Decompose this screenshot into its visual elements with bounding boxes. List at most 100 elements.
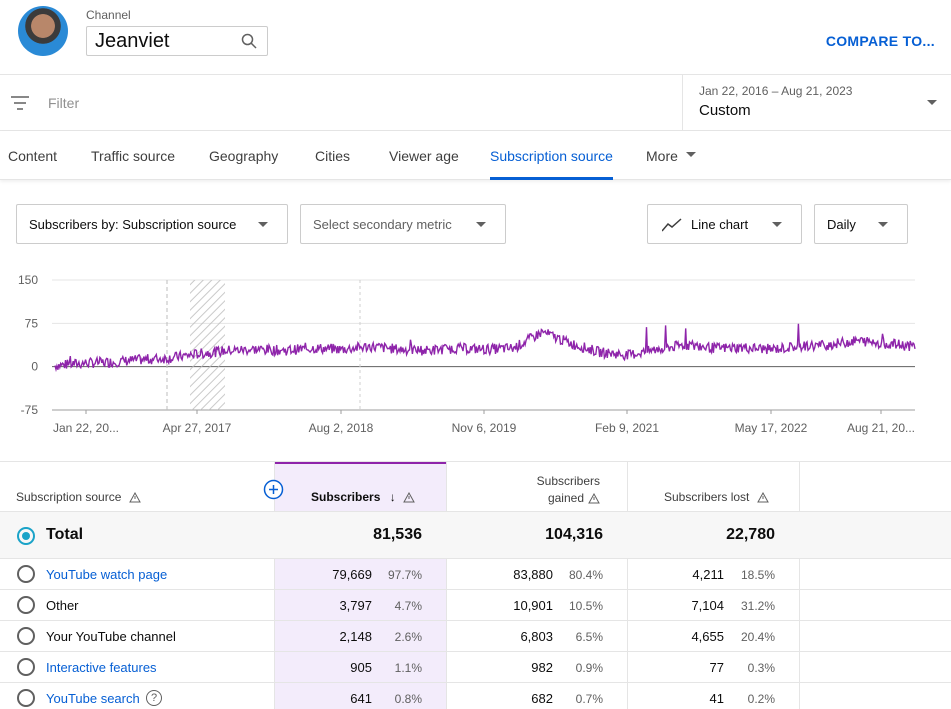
- header-subscribers-lost[interactable]: Subscribers lost: [664, 490, 769, 540]
- warning-icon[interactable]: [128, 492, 141, 503]
- row-radio[interactable]: [17, 689, 35, 707]
- tab-viewer-age[interactable]: Viewer age: [389, 148, 459, 164]
- tab-cities[interactable]: Cities: [315, 148, 351, 164]
- cell-subscribers-pct: 97.7%: [387, 568, 422, 582]
- sort-down-icon[interactable]: ↓: [389, 490, 396, 504]
- report-tabs: Content Traffic source Geography Cities …: [0, 131, 951, 180]
- row-label: Other: [46, 598, 79, 613]
- chevron-down-icon: [927, 100, 937, 105]
- chart-type-label: Line chart: [691, 217, 749, 232]
- x-tick-label: Nov 6, 2019: [452, 421, 517, 435]
- x-tick-label: Feb 9, 2021: [595, 421, 659, 435]
- table-row[interactable]: YouTube watch page 79,669 97.7% 83,880 80.4%…: [0, 558, 951, 589]
- chart-type-dropdown[interactable]: Line chart: [647, 204, 802, 244]
- row-label[interactable]: YouTube search: [46, 691, 140, 706]
- table-row[interactable]: YouTube search 641 0.8% 682 0.7% 41 0.2%?: [0, 682, 951, 709]
- cell-subscribers-pct: 1.1%: [394, 661, 422, 675]
- cell-gained: 982: [531, 660, 553, 675]
- tab-geography[interactable]: Geography: [209, 148, 279, 164]
- secondary-metric-dropdown[interactable]: Select secondary metric: [300, 204, 506, 244]
- cell-subscribers-pct: 0.8%: [394, 692, 422, 706]
- header-subscribers-gained[interactable]: Subscribers gained: [500, 474, 600, 524]
- warning-icon[interactable]: [403, 492, 415, 503]
- row-radio[interactable]: [17, 596, 35, 614]
- table-row[interactable]: Other 3,797 4.7% 10,901 10.5% 7,104 31.2%: [0, 589, 951, 620]
- cell-subscribers: 2,148: [339, 629, 372, 644]
- cell-lost-pct: 18.5%: [740, 568, 775, 582]
- line-chart-icon: [662, 218, 682, 232]
- date-range-selector[interactable]: Jan 22, 2016 – Aug 21, 2023 Custom: [682, 75, 951, 131]
- cell-lost-pct: 0.3%: [747, 661, 775, 675]
- warning-icon[interactable]: [588, 493, 600, 504]
- channel-avatar[interactable]: [18, 6, 68, 56]
- cell-lost: 77: [709, 660, 724, 675]
- cell-gained-pct: 0.7%: [575, 692, 603, 706]
- cell-gained-pct: 10.5%: [568, 599, 603, 613]
- granularity-dropdown[interactable]: Daily: [814, 204, 908, 244]
- cell-lost: 4,211: [692, 567, 724, 582]
- chevron-down-icon: [258, 222, 268, 227]
- row-label[interactable]: YouTube watch page: [46, 567, 168, 582]
- tab-traffic-source[interactable]: Traffic source: [91, 148, 176, 164]
- filter-icon[interactable]: [11, 96, 29, 110]
- header-source-label: Subscription source: [16, 490, 122, 504]
- cell-lost-pct: 20.4%: [740, 630, 775, 644]
- primary-dimension-dropdown[interactable]: Subscribers by: Subscription source: [16, 204, 288, 244]
- subscription-source-table: Subscription source Subscribers ↓ Subscr…: [0, 461, 951, 709]
- add-metric-icon[interactable]: [263, 479, 284, 500]
- x-tick-label: Aug 2, 2018: [309, 421, 374, 435]
- chevron-down-icon: [878, 222, 888, 227]
- cell-gained: 10,901: [513, 598, 553, 613]
- tab-more[interactable]: More: [646, 148, 678, 164]
- channel-label: Channel: [86, 8, 131, 22]
- cell-subscribers: 3,797: [339, 598, 372, 613]
- filter-input[interactable]: Filter: [48, 95, 80, 111]
- table-row[interactable]: Interactive features 905 1.1% 982 0.9% 77 0.3%: [0, 651, 951, 682]
- cell-gained: 83,880: [513, 567, 553, 582]
- date-mode-text: Custom: [699, 102, 751, 119]
- cell-lost: 4,655: [691, 629, 724, 644]
- x-tick-label: May 17, 2022: [735, 421, 808, 435]
- header-subscribers-label: Subscribers: [311, 490, 381, 504]
- y-tick-label: 150: [18, 273, 38, 287]
- cell-lost: 7,104: [691, 598, 724, 613]
- granularity-label: Daily: [827, 217, 856, 232]
- subscribers-line-chart[interactable]: 150 75 0 -75 Jan 22, 20... Apr 27, 2017 Aug 2…: [0, 262, 951, 442]
- channel-name[interactable]: Jeanviet: [95, 30, 170, 52]
- secondary-metric-label: Select secondary metric: [313, 217, 452, 232]
- cell-gained-pct: 80.4%: [568, 568, 603, 582]
- warning-icon[interactable]: [756, 492, 769, 503]
- row-label: Total: [46, 526, 84, 543]
- table-row-total[interactable]: Total 81,536 104,316 22,780: [0, 511, 951, 558]
- y-tick-label: 75: [25, 316, 39, 330]
- header-subscribers[interactable]: Subscribers ↓: [311, 490, 415, 540]
- table-row[interactable]: Your YouTube channel 2,148 2.6% 6,803 6.5% 4,…: [0, 620, 951, 651]
- y-tick-label: -75: [21, 403, 39, 417]
- subscribers-column-indicator: [275, 462, 446, 464]
- tab-subscription-source[interactable]: Subscription source: [490, 148, 613, 164]
- compare-button[interactable]: COMPARE TO...: [825, 33, 935, 49]
- primary-dimension-label: Subscribers by: Subscription source: [29, 217, 237, 232]
- tab-content[interactable]: Content: [8, 148, 58, 164]
- active-tab-indicator: [490, 177, 613, 180]
- cell-lost: 41: [709, 691, 724, 706]
- total-lost: 22,780: [726, 526, 775, 543]
- help-icon[interactable]: ?: [146, 690, 162, 706]
- header-subscription-source[interactable]: Subscription source: [16, 490, 141, 540]
- y-tick-label: 0: [31, 360, 38, 374]
- cell-subscribers: 79,669: [332, 567, 372, 582]
- total-gained: 104,316: [545, 526, 603, 543]
- chevron-down-icon: [686, 152, 696, 157]
- subscribers-column-highlight: [275, 462, 446, 709]
- search-icon[interactable]: [241, 33, 257, 49]
- row-radio[interactable]: [17, 658, 35, 676]
- cell-gained-pct: 0.9%: [575, 661, 603, 675]
- cell-subscribers-pct: 4.7%: [394, 599, 422, 613]
- radio-total[interactable]: [17, 527, 35, 545]
- row-radio[interactable]: [17, 565, 35, 583]
- row-radio[interactable]: [17, 627, 35, 645]
- subscribers-series-line: [54, 323, 916, 373]
- row-label[interactable]: Interactive features: [46, 660, 157, 675]
- channel-search-box[interactable]: Jeanviet: [86, 26, 268, 56]
- x-tick-label: Aug 21, 20...: [847, 421, 915, 435]
